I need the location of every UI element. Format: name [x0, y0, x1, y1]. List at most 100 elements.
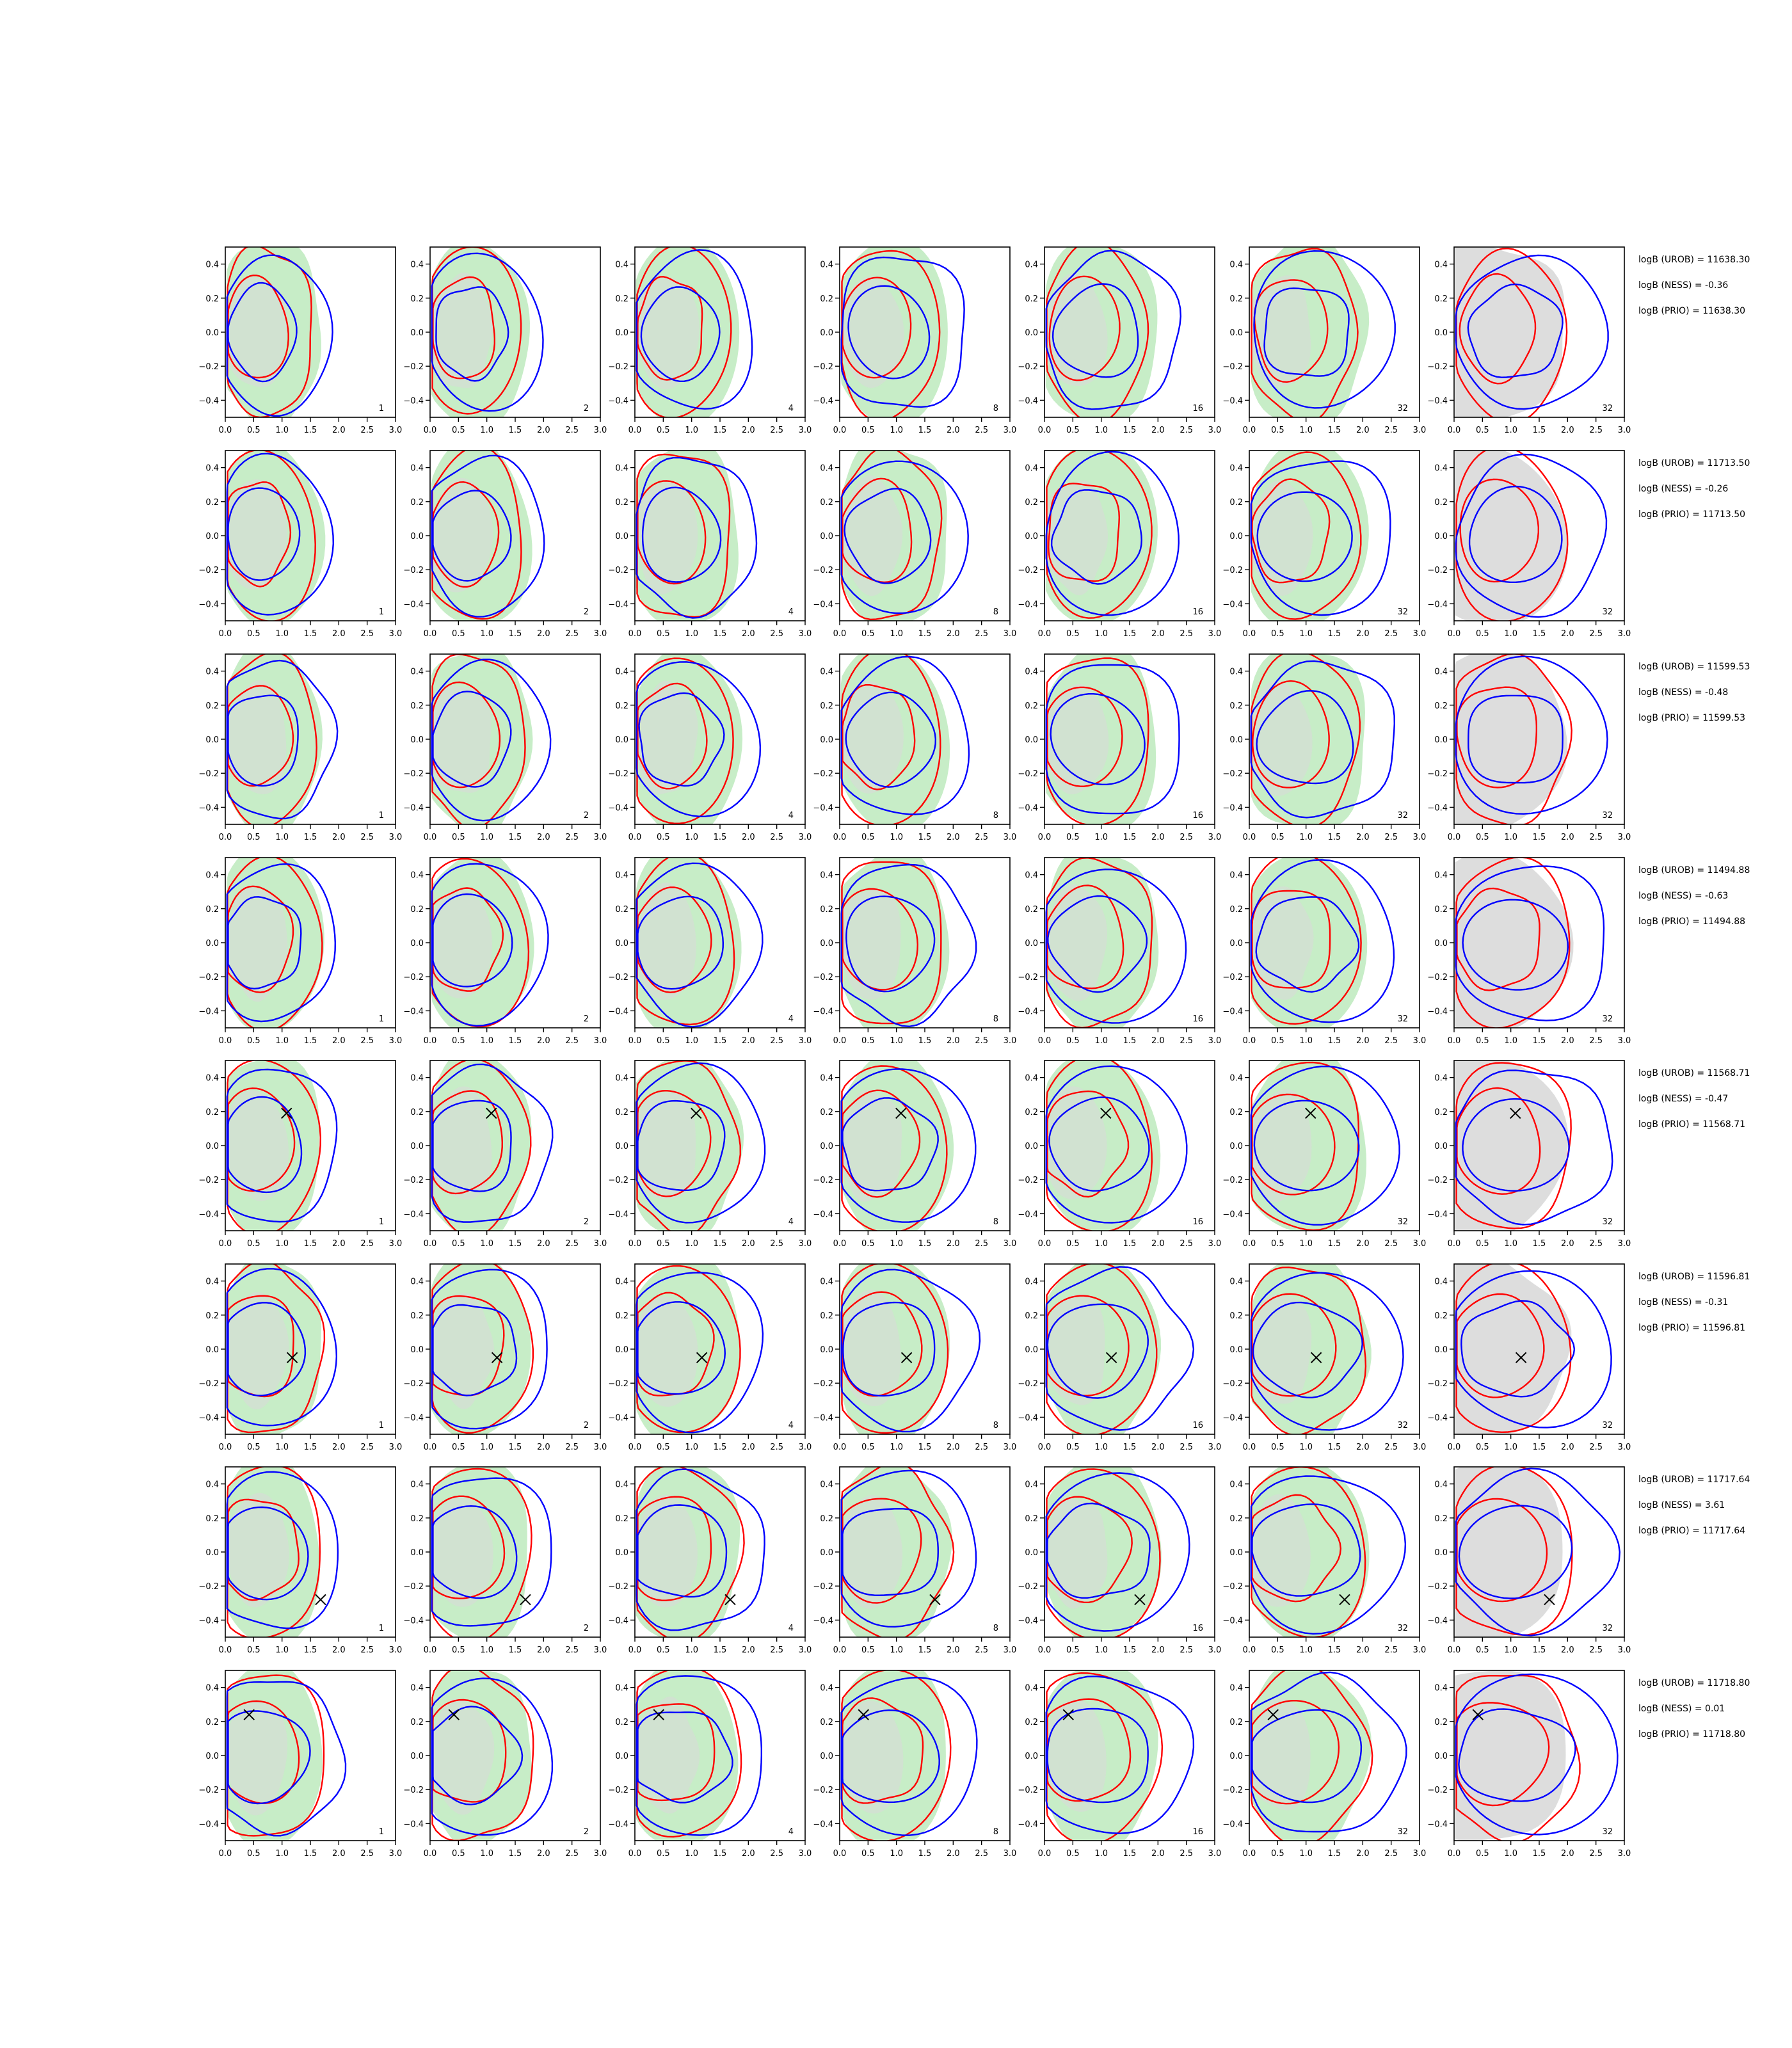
x-tick-label: 2.0 — [332, 1443, 346, 1452]
y-tick-label: −0.4 — [813, 803, 833, 813]
panel-number-label: 4 — [788, 1624, 794, 1633]
y-tick-label: 0.2 — [1025, 1514, 1038, 1524]
x-tick-label: 0.5 — [657, 1849, 670, 1859]
gray-density — [1250, 275, 1311, 387]
x-marker — [1105, 1352, 1117, 1364]
panel-number-label: 32 — [1602, 1827, 1613, 1837]
panel-number-label: 16 — [1192, 607, 1203, 617]
y-tick-label: 0.0 — [615, 735, 628, 745]
x-marker — [491, 1352, 503, 1364]
y-tick-label: −0.4 — [1018, 1007, 1038, 1016]
x-tick-label: 2.0 — [742, 1645, 755, 1655]
x-tick-label: 0.0 — [833, 1849, 847, 1859]
y-tick-label: 0.4 — [205, 464, 219, 474]
blue-contour-inner — [1046, 1708, 1149, 1804]
x-tick-label: 3.0 — [1208, 1645, 1222, 1655]
x-tick-label: 2.0 — [1151, 1849, 1165, 1859]
x-tick-label: 2.0 — [947, 426, 960, 435]
y-tick-label: 0.4 — [1229, 1480, 1243, 1490]
x-tick-label: 0.0 — [424, 1036, 437, 1046]
blue-contour-outer — [1045, 1065, 1188, 1224]
panel-number-label: 16 — [1192, 1217, 1203, 1227]
blue-contour-outer — [1045, 1266, 1195, 1431]
panel-r8-c6: 0.0 0.5 1.0 1.5 2.0 2.5 3.0 0.4 0.2 0.0 −0.2 −0.4 32 — [1222, 1670, 1426, 1859]
x-tick-label: 0.5 — [1476, 1645, 1489, 1655]
y-tick-label: 0.4 — [410, 1074, 424, 1084]
x-tick-label: 2.5 — [770, 1645, 783, 1655]
logb-urob-text: logB (UROB) = 11599.53 — [1638, 662, 1750, 672]
gray-density — [1455, 1264, 1572, 1434]
x-tick-label: 1.0 — [890, 629, 903, 639]
y-tick-label: 0.4 — [615, 1074, 628, 1084]
x-tick-label: 3.0 — [389, 1036, 403, 1046]
y-tick-label: 0.4 — [1434, 668, 1448, 677]
x-tick-label: 1.0 — [1299, 426, 1313, 435]
x-marker — [858, 1709, 869, 1720]
panel-number-label: 1 — [379, 1014, 384, 1024]
blue-contour-outer — [1250, 1475, 1407, 1635]
x-tick-label: 1.5 — [1328, 1645, 1341, 1655]
panel-number-label: 8 — [993, 1624, 998, 1633]
y-tick-label: −0.4 — [1018, 1210, 1038, 1219]
y-tick-label: 0.2 — [1434, 1108, 1448, 1117]
red-contour-inner — [1459, 273, 1537, 385]
y-tick-label: 0.2 — [205, 905, 219, 915]
x-tick-label: 1.0 — [1094, 1443, 1108, 1452]
logb-urob-text: logB (UROB) = 11717.64 — [1638, 1475, 1750, 1485]
gray-density — [636, 1696, 700, 1814]
x-tick-label: 2.5 — [770, 629, 783, 639]
panel-r1-c1: 0.0 0.5 1.0 1.5 2.0 2.5 3.0 0.4 0.2 0.0 −0.2 −0.4 1 — [198, 246, 402, 435]
x-tick-label: 2.0 — [742, 833, 755, 842]
x-tick-label: 3.0 — [1618, 833, 1631, 842]
panel-number-label: 4 — [788, 811, 794, 820]
x-tick-label: 3.0 — [1208, 629, 1222, 639]
x-tick-label: 3.0 — [1208, 833, 1222, 842]
y-tick-label: 0.4 — [1229, 464, 1243, 474]
y-tick-label: 0.4 — [615, 668, 628, 677]
y-tick-label: 0.2 — [1229, 1311, 1243, 1321]
panel-r4-c7: 0.0 0.5 1.0 1.5 2.0 2.5 3.0 0.4 0.2 0.0 −0.2 −0.4 32 — [1427, 857, 1631, 1046]
y-tick-label: 0.4 — [410, 668, 424, 677]
x-marker — [486, 1107, 497, 1119]
x-tick-label: 0.0 — [833, 1443, 847, 1452]
panel-number-label: 32 — [1602, 811, 1613, 820]
x-tick-label: 3.0 — [389, 629, 403, 639]
x-tick-label: 2.5 — [1384, 426, 1398, 435]
x-tick-label: 1.0 — [685, 629, 698, 639]
y-tick-label: 0.4 — [820, 668, 833, 677]
x-tick-label: 1.5 — [1123, 1036, 1137, 1046]
blue-contour-inner — [1462, 899, 1569, 991]
y-tick-label: 0.4 — [820, 1277, 833, 1287]
blue-contour-inner — [227, 694, 299, 787]
x-tick-label: 2.0 — [332, 1036, 346, 1046]
x-tick-label: 0.5 — [1271, 426, 1284, 435]
blue-contour-inner — [1251, 1709, 1363, 1804]
y-tick-label: −0.4 — [403, 1820, 424, 1829]
y-tick-label: 0.4 — [1434, 871, 1448, 881]
panel-number-label: 32 — [1602, 1217, 1613, 1227]
x-tick-label: 0.5 — [861, 426, 875, 435]
x-tick-label: 1.0 — [275, 1239, 289, 1249]
x-marker — [1510, 1107, 1521, 1119]
logb-prio-text: logB (PRIO) = 11494.88 — [1638, 916, 1745, 927]
x-tick-label: 3.0 — [1618, 1443, 1631, 1452]
x-tick-label: 1.0 — [685, 1036, 698, 1046]
x-tick-label: 0.0 — [219, 1849, 232, 1859]
y-tick-label: −0.2 — [198, 1786, 219, 1795]
x-tick-label: 2.5 — [975, 1443, 988, 1452]
panel-r8-c3: 0.0 0.5 1.0 1.5 2.0 2.5 3.0 0.4 0.2 0.0 −0.2 −0.4 4 — [608, 1670, 812, 1859]
gray-density — [840, 1089, 902, 1202]
panel-number-label: 1 — [379, 1421, 384, 1430]
x-tick-label: 3.0 — [389, 1239, 403, 1249]
panel-number-label: 8 — [993, 1217, 998, 1227]
gray-density — [636, 1092, 696, 1199]
panel-r4-c3: 0.0 0.5 1.0 1.5 2.0 2.5 3.0 0.4 0.2 0.0 −0.2 −0.4 4 — [608, 857, 812, 1046]
blue-contour-inner — [227, 896, 302, 990]
panel-r8-c7: 0.0 0.5 1.0 1.5 2.0 2.5 3.0 0.4 0.2 0.0 −0.2 −0.4 32 — [1427, 1670, 1631, 1859]
logb-urob-text: logB (UROB) = 11596.81 — [1638, 1272, 1750, 1282]
y-tick-label: −0.2 — [1222, 362, 1243, 372]
blue-contour-inner — [227, 487, 301, 581]
logb-ness-text: logB (NESS) = -0.47 — [1638, 1094, 1728, 1104]
x-tick-label: 0.5 — [861, 1443, 875, 1452]
x-tick-label: 1.5 — [1123, 629, 1137, 639]
